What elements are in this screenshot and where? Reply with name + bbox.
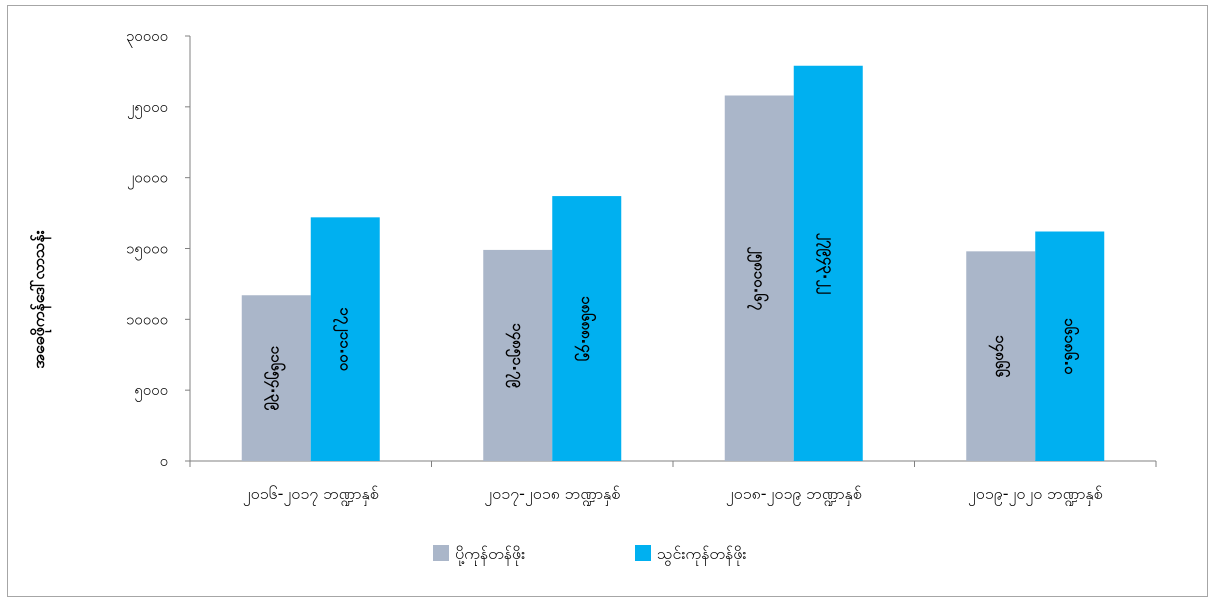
bar-value-label: ၁၈၆၈၈.၄၅ [574,296,597,362]
y-tick-label: ၂၅၀၀၀ [127,98,168,119]
legend-swatch [433,545,449,561]
y-tick-label: ၁၀၀၀၀ [126,310,168,328]
x-category-label: ၂၀၁၈-၂၀၁၉ ဘဏ္ဍာနှစ် [726,484,862,506]
bar-value-label: ၁၇၂၁၁.၀၀ [332,307,354,371]
bar-value-label: ၁၄၈၆၆ [988,335,1011,378]
legend-label: ပို့ကုန်တန်ဖိုး [455,544,525,566]
bar [724,95,794,461]
bar [241,295,311,461]
bar [966,251,1036,461]
bar-value-label: ၁၄၈၅၁.၇၉ [505,323,527,388]
bar-value-label: ၁၁၆၅၄.၃၉ [263,346,286,411]
bar [1035,231,1105,461]
bar [310,217,380,461]
y-axis-title: အဓေဖိုကန်ဒေါ်လာသန်း [29,230,52,368]
bar [552,196,622,462]
y-tick-label: ၅၀၀၀ [134,381,168,402]
bar [793,65,863,461]
bar-value-label: ၂၅၈၁၀.၆၇ [746,246,769,310]
y-tick-label: ၃၀၀၀၀ [126,27,168,48]
y-tick-label: ၀ [160,452,168,470]
legend-swatch [635,545,651,561]
bar-value-label: ၁၆၁၈၆.၀ [1061,318,1080,375]
bar-value-label: ၂၇၉၄၃.၂၂ [815,233,837,295]
y-tick-label: ၁၅၀၀၀ [126,240,168,261]
x-category-label: ၂၀၁၇-၂၀၁၈ ဘဏ္ဍာနှစ် [484,484,620,506]
x-category-label: ၂၀၁၉-၂၀၂၀ ဘဏ္ဍာနှစ် [968,484,1103,506]
y-tick-label: ၂၀၀၀၀ [127,169,168,190]
x-category-label: ၂၀၁၆-၂၀၁၇ ဘဏ္ဍာနှစ် [243,484,379,506]
legend-label: သွင်းကုန်တန်ဖိုး [657,544,746,566]
bar [483,249,553,461]
